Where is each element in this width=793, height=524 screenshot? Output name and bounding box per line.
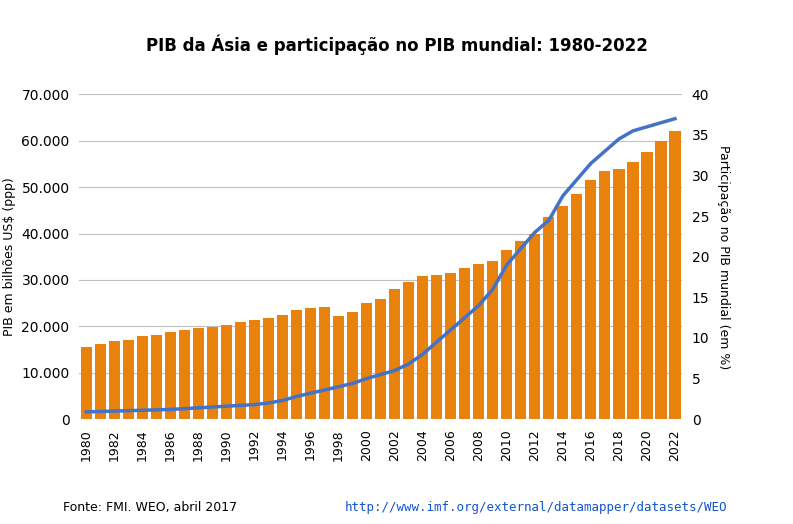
Bar [431,275,442,419]
Y-axis label: Participação no PIB mundial (em %): Participação no PIB mundial (em %) [717,145,730,369]
Bar [600,171,611,419]
Bar [543,217,554,419]
Bar [487,261,498,419]
Bar [557,206,569,419]
Bar [501,250,512,419]
Bar [473,264,485,419]
Bar [235,322,246,419]
Bar [178,330,190,419]
Bar [136,336,148,419]
Bar [151,335,162,419]
Bar [221,325,232,419]
Bar [529,234,540,419]
Bar [81,347,92,419]
Bar [319,307,330,419]
Bar [207,327,218,419]
Bar [165,332,176,419]
Bar [193,328,204,419]
Bar [291,310,302,419]
Bar [263,319,274,419]
Bar [459,268,470,419]
Text: http://www.imf.org/external/datamapper/datasets/WEO: http://www.imf.org/external/datamapper/d… [345,500,727,514]
Bar [347,312,358,419]
Bar [642,152,653,419]
Bar [613,169,625,419]
Bar [361,303,372,419]
Bar [403,282,414,419]
Bar [417,276,428,419]
Text: Fonte: FMI. WEO, abril 2017: Fonte: FMI. WEO, abril 2017 [63,500,242,514]
Bar [109,341,120,419]
Bar [94,344,106,419]
Bar [277,315,288,419]
Bar [669,132,680,419]
Bar [585,180,596,419]
Bar [389,289,400,419]
Bar [655,141,667,419]
Bar [515,241,527,419]
Text: PIB da Ásia e participação no PIB mundial: 1980-2022: PIB da Ásia e participação no PIB mundia… [146,34,647,54]
Bar [305,308,316,419]
Y-axis label: PIB em bilhões US$ (ppp): PIB em bilhões US$ (ppp) [2,178,16,336]
Bar [249,320,260,419]
Bar [571,194,583,419]
Bar [445,273,456,419]
Bar [627,161,638,419]
Bar [123,340,134,419]
Bar [375,299,386,419]
Bar [333,316,344,419]
